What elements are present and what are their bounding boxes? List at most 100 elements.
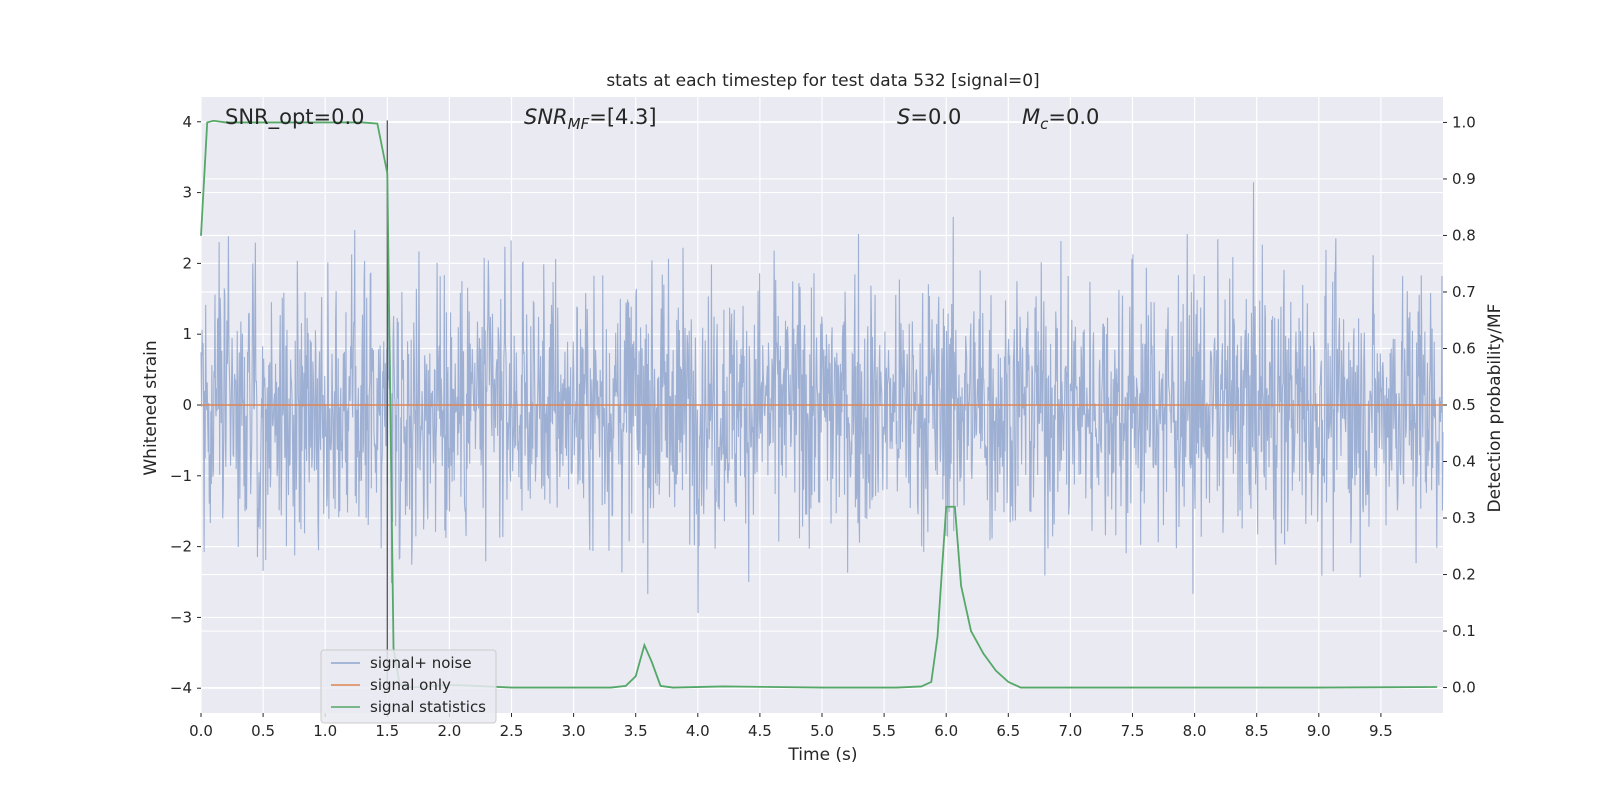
- y-axis-ticks: −4 −3 −2 −1 0 1 2 3 4: [170, 113, 201, 697]
- signal-statistics-point: [1194, 686, 1196, 689]
- signal-statistics-point: [510, 686, 513, 689]
- y2-axis-label: Detection probability/MF: [1485, 304, 1505, 513]
- signal-statistics-point: [625, 685, 627, 687]
- annotation-snr-opt: SNR_opt=0.0: [225, 105, 365, 130]
- y2-axis-ticks: 0.0 0.1 0.2 0.3 0.4 0.5 0.6 0.7 0.8 0.9 1.0: [1443, 113, 1476, 697]
- signal-statistics-point: [821, 686, 823, 689]
- annotation-snr-mf-main: SNR: [524, 105, 568, 129]
- signal-statistics-point: [970, 630, 972, 632]
- x-axis-ticks: 0.0 0.5 1.0 1.5 2.0 2.5 3.0 3.5 4.0 4.5 5.0 5.5 6.0 6…: [189, 713, 1393, 740]
- x-axis-label: Time (s): [787, 745, 857, 765]
- signal-statistics-point: [960, 585, 962, 587]
- annotation-mc: Mc=0.0: [1022, 105, 1099, 133]
- signal-statistics-point: [324, 121, 326, 124]
- signal-statistics-point: [954, 506, 956, 508]
- signal-statistics-point: [206, 121, 208, 124]
- legend-label-signal-noise: signal+ noise: [370, 654, 472, 672]
- x-tick-label: 1.0: [313, 722, 337, 740]
- x-tick-label: 7.0: [1058, 722, 1082, 740]
- signal-statistics-point: [200, 234, 202, 237]
- x-tick-label: 4.5: [748, 722, 772, 740]
- x-tick-label: 1.5: [375, 722, 399, 740]
- annotation-s-main: S: [897, 105, 910, 129]
- signal-statistics-point: [651, 661, 653, 663]
- x-tick-label: 6.0: [934, 722, 958, 740]
- y2-tick-label: 1.0: [1452, 113, 1476, 131]
- annotation-s: S=0.0: [897, 105, 961, 129]
- x-tick-label: 2.5: [500, 722, 524, 740]
- x-tick-label: 3.5: [624, 722, 648, 740]
- signal-statistics-point: [262, 121, 264, 124]
- y2-tick-label: 0.0: [1452, 679, 1476, 697]
- x-tick-label: 4.0: [686, 722, 710, 740]
- y-tick-label: 2: [182, 254, 192, 272]
- signal-statistics-point: [1007, 681, 1009, 683]
- y-tick-label: 3: [182, 184, 192, 202]
- signal-statistics-point: [930, 681, 932, 683]
- x-tick-label: 9.5: [1369, 722, 1393, 740]
- annotation-mc-main: M: [1022, 105, 1040, 129]
- signal-statistics-point: [895, 686, 898, 689]
- signal-statistics-point: [225, 121, 227, 124]
- signal-statistics-series: [200, 119, 1437, 689]
- y2-tick-label: 0.6: [1452, 339, 1476, 357]
- x-tick-label: 8.0: [1183, 722, 1207, 740]
- legend-label-signal-statistics: signal statistics: [370, 698, 486, 716]
- y2-tick-label: 0.9: [1452, 170, 1476, 188]
- noise-series-layer: [200, 182, 1444, 613]
- signal-statistics-point: [361, 121, 364, 124]
- chart-title: stats at each timestep for test data 532…: [606, 71, 1039, 91]
- y2-tick-label: 0.4: [1452, 453, 1476, 471]
- x-tick-label: 6.5: [996, 722, 1020, 740]
- signal-statistics-point: [672, 686, 674, 689]
- signal-statistics-point: [722, 685, 724, 688]
- signal-statistics-point: [386, 172, 388, 174]
- signal-statistics-point: [1318, 686, 1320, 689]
- signal-statistics-point: [376, 122, 378, 125]
- annotation-s-value: =0.0: [910, 105, 961, 129]
- legend: signal+ noise signal only signal statist…: [320, 649, 497, 724]
- signal-statistics-point: [1436, 686, 1438, 688]
- y-tick-label: 0: [182, 396, 192, 414]
- signal-statistics-point: [212, 120, 215, 122]
- signal-statistics-point: [635, 675, 637, 677]
- signal-statistics-point: [392, 647, 395, 649]
- y-tick-label: −1: [170, 467, 192, 485]
- x-tick-label: 8.5: [1245, 722, 1269, 740]
- y-tick-label: 1: [182, 325, 192, 343]
- legend-label-signal-only: signal only: [370, 676, 451, 694]
- annotation-mc-value: =0.0: [1048, 105, 1099, 129]
- lines-layer: [200, 119, 1443, 689]
- signal-statistics-point: [643, 644, 645, 646]
- y2-tick-label: 0.2: [1452, 566, 1476, 584]
- signal-statistics-point: [610, 686, 612, 689]
- signal-statistics-point: [1020, 686, 1022, 689]
- x-tick-label: 7.5: [1121, 722, 1145, 740]
- y2-tick-label: 0.3: [1452, 509, 1476, 527]
- x-tick-label: 5.0: [810, 722, 834, 740]
- y2-tick-label: 0.7: [1452, 283, 1476, 301]
- y2-tick-label: 0.8: [1452, 226, 1476, 244]
- x-tick-label: 0.5: [251, 722, 275, 740]
- annotation-mc-sub: c: [1040, 115, 1049, 133]
- y-tick-label: −2: [170, 538, 192, 556]
- y2-tick-label: 0.1: [1452, 622, 1476, 640]
- y-tick-label: −3: [170, 608, 192, 626]
- signal-statistics-point: [1069, 686, 1071, 689]
- x-tick-label: 0.0: [189, 722, 213, 740]
- signal-statistics-point: [936, 636, 939, 638]
- signal-statistics-point: [659, 685, 662, 687]
- y-tick-label: −4: [170, 679, 192, 697]
- signal-statistics-point: [920, 685, 922, 688]
- y-axis-label: Whitened strain: [141, 340, 161, 475]
- signal-statistics-point: [982, 653, 985, 655]
- x-tick-label: 3.0: [562, 722, 586, 740]
- signal-statistics-point: [945, 506, 947, 508]
- x-tick-label: 2.0: [437, 722, 461, 740]
- annotation-snr-mf-sub: MF: [568, 115, 590, 133]
- annotation-snr-mf: SNRMF=[4.3]: [524, 105, 657, 133]
- annotation-snr-mf-value: =[4.3]: [589, 105, 656, 129]
- y-tick-label: 4: [182, 113, 192, 131]
